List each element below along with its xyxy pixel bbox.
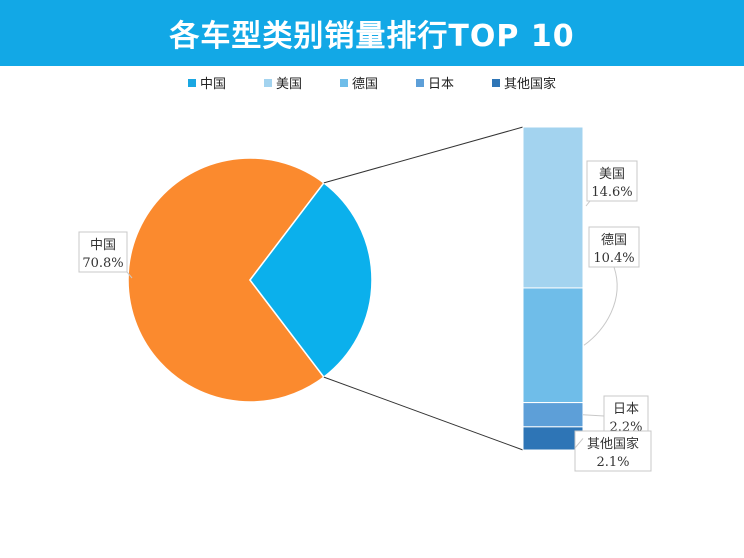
- legend-swatch: [339, 78, 348, 87]
- label-box: [588, 226, 640, 268]
- legend-label: 德国: [351, 77, 378, 92]
- pie-slice-others: [249, 181, 373, 379]
- label-category: 美国: [599, 167, 625, 182]
- legend-swatch: [416, 78, 424, 87]
- connector-line-bottom: [323, 376, 524, 451]
- label-value: 14.6%: [591, 185, 632, 200]
- label-category: 德国: [601, 233, 627, 248]
- legend-label: 中国: [199, 77, 226, 92]
- bar-segment-其他国家: [522, 426, 584, 451]
- legend-label: 其他国家: [504, 77, 557, 92]
- legend-label: 美国: [275, 77, 302, 92]
- legend-swatch: [187, 78, 196, 87]
- label-value: 2.1%: [596, 455, 629, 470]
- legend-label: 日本: [428, 77, 455, 92]
- legend-item-2: 德国: [339, 73, 378, 92]
- legend-swatch: [263, 78, 272, 87]
- connector-line-top: [323, 126, 524, 184]
- leader-line: [583, 266, 618, 346]
- legend-item-0: 中国: [187, 73, 226, 92]
- bar-segment-德国: [522, 287, 584, 404]
- legend-item-4: 其他国家: [492, 73, 556, 92]
- legend-item-1: 美国: [263, 73, 302, 92]
- pie-slice-中国: [127, 157, 325, 403]
- data-label-美国: 美国 14.6%: [585, 160, 638, 207]
- data-label-德国: 德国 10.4%: [583, 226, 640, 346]
- legend-swatch: [492, 78, 501, 87]
- leader-line: [582, 414, 605, 417]
- chart-title: 各车型类别销量排行TOP 10: [169, 19, 575, 54]
- label-value: 10.4%: [593, 251, 634, 266]
- label-category: 中国: [90, 238, 116, 253]
- leader-line: [585, 200, 591, 207]
- label-box: [574, 430, 652, 472]
- data-label-其他国家: 其他国家 2.1%: [574, 430, 652, 472]
- leader-line: [574, 438, 584, 449]
- title-banner: 各车型类别销量排行TOP 10: [0, 0, 744, 66]
- label-category: 其他国家: [587, 436, 639, 452]
- label-value: 70.8%: [82, 256, 123, 271]
- legend: 中国 美国 德国 日本 其他国家: [0, 73, 744, 92]
- label-category: 日本: [613, 402, 639, 417]
- bar-segment-日本: [522, 402, 584, 428]
- label-box: [586, 160, 638, 202]
- data-label-日本: 日本2.2%: [582, 395, 649, 435]
- legend-item-3: 日本: [416, 73, 454, 92]
- leader-line: [126, 271, 133, 279]
- label-box: [78, 231, 128, 273]
- bar-segment-美国: [522, 126, 584, 289]
- data-label-中国: 中国 70.8%: [78, 231, 133, 279]
